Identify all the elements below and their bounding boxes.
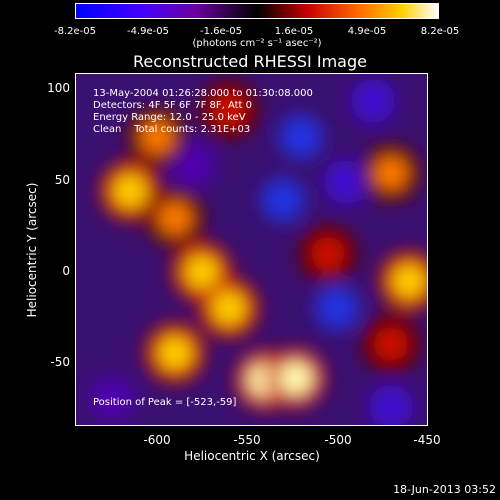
y-tick-label: -50 xyxy=(50,355,70,369)
x-tick-label: -500 xyxy=(324,433,352,447)
plot-title: Reconstructed RHESSI Image xyxy=(133,52,367,71)
bright-region xyxy=(158,201,192,235)
y-tick-label: 0 xyxy=(62,264,70,278)
dark-region xyxy=(261,178,305,222)
info-detectors: Detectors: 4F 5F 6F 7F 8F, Att 0 xyxy=(93,100,253,111)
dark-region xyxy=(279,115,323,159)
bright-region xyxy=(374,156,408,190)
x-tick-label: -450 xyxy=(413,433,441,447)
info-time-range: 13-May-2004 01:26:28.000 to 01:30:08.000 xyxy=(93,88,313,99)
colorbar-tick: -8.2e-05 xyxy=(54,26,96,37)
colorbar xyxy=(75,3,439,19)
y-tick-label: 100 xyxy=(47,81,70,95)
bright-region xyxy=(392,264,426,298)
bright-region xyxy=(212,93,246,127)
colorbar-tick: -1.6e-05 xyxy=(200,26,242,37)
bright-region xyxy=(374,327,408,361)
bright-region xyxy=(158,336,192,370)
info-energy-range: Energy Range: 12.0 - 25.0 keV xyxy=(93,112,246,123)
bright-region xyxy=(212,291,246,325)
bright-region xyxy=(140,120,174,154)
x-axis-label: Heliocentric X (arcsec) xyxy=(184,449,320,463)
colorbar-tick: -4.9e-05 xyxy=(127,26,169,37)
y-tick-label: 50 xyxy=(54,173,70,187)
x-tick-label: -550 xyxy=(233,433,261,447)
heatmap-plot: 13-May-2004 01:26:28.000 to 01:30:08.000… xyxy=(75,73,428,426)
info-total-counts: Clean Total counts: 2.31E+03 xyxy=(93,124,251,135)
bright-region xyxy=(278,361,313,396)
x-tick-label: -600 xyxy=(143,433,171,447)
dark-region xyxy=(315,286,359,330)
colorbar-tick: 8.2e-05 xyxy=(420,26,460,37)
bright-region xyxy=(311,237,345,271)
heatmap-canvas xyxy=(76,74,427,425)
info-peak-position: Position of Peak = [-523,-59] xyxy=(93,397,237,408)
dark-region xyxy=(369,385,413,425)
colorbar-tick: 1.6e-05 xyxy=(274,26,314,37)
dark-region xyxy=(90,376,134,420)
colorbar-unit-label: (photons cm⁻² s⁻¹ asec⁻²) xyxy=(192,38,322,49)
dark-region xyxy=(351,79,395,123)
dark-region xyxy=(324,160,368,204)
colorbar-tick: 4.9e-05 xyxy=(347,26,387,37)
y-axis-label: Heliocentric Y (arcsec) xyxy=(25,182,39,318)
footer-timestamp: 18-Jun-2013 03:52 xyxy=(393,483,496,496)
bright-region xyxy=(113,174,147,208)
bright-region xyxy=(185,255,219,289)
